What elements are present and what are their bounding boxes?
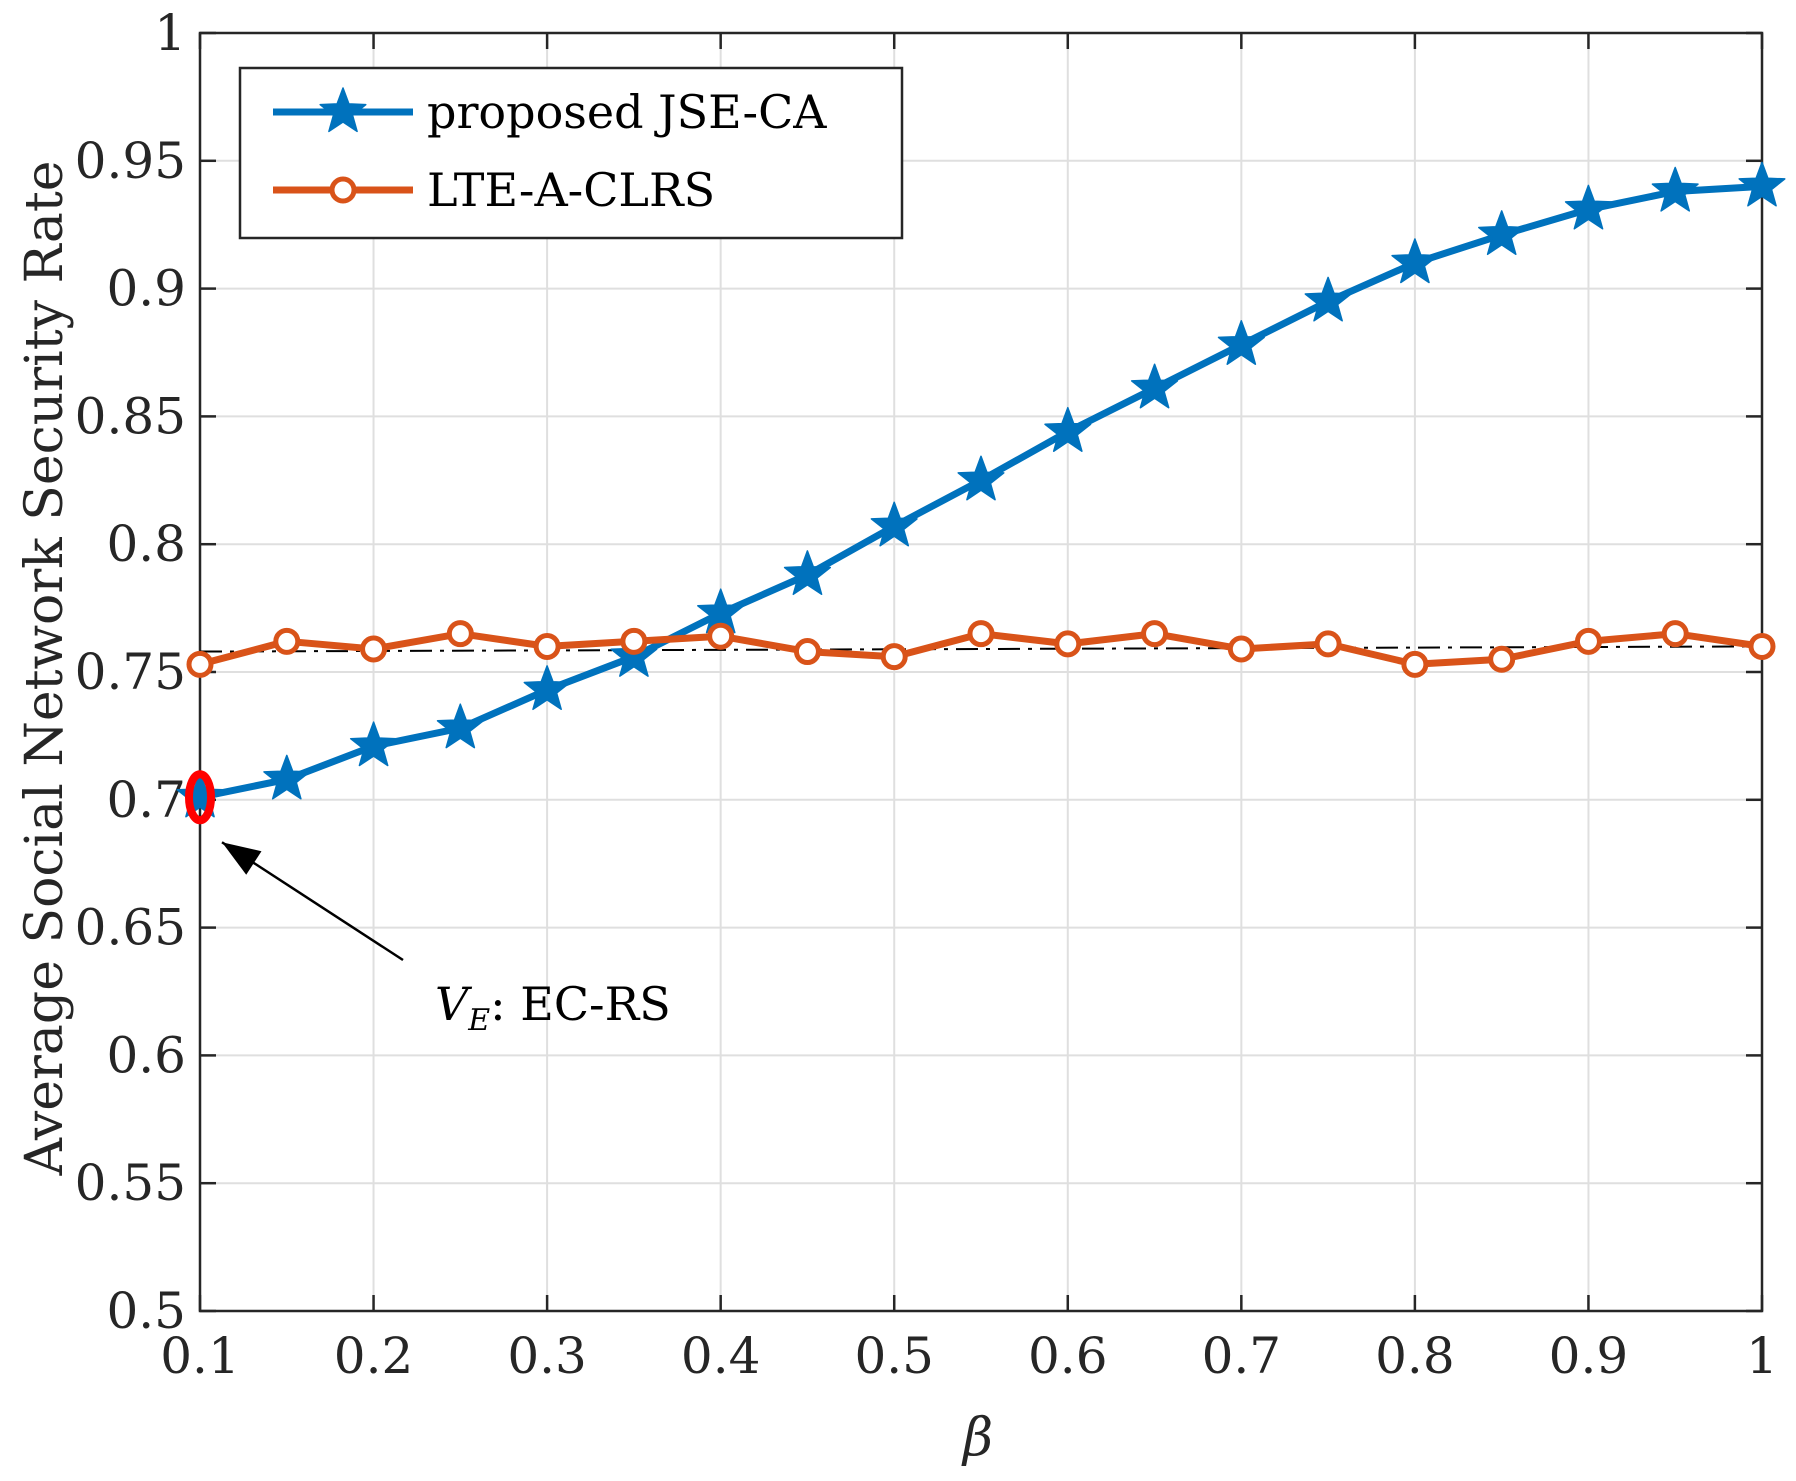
legend: proposed JSE-CA LTE-A-CLRS [238, 66, 904, 240]
legend-marker-1 [329, 176, 357, 204]
x-tick-label: 0.5 [854, 1327, 934, 1385]
x-tick-label: 0.7 [1202, 1327, 1282, 1385]
series-1-point-4 [533, 632, 561, 660]
legend-box [238, 66, 904, 240]
series-1-point-15 [1488, 645, 1516, 673]
series-1-point-1 [273, 627, 301, 655]
series-0-point-7 [783, 550, 832, 596]
series-0-point-4 [523, 665, 571, 711]
annotation-group: VE: EC-RS [185, 770, 671, 1038]
x-tick-label: 0.6 [1028, 1327, 1108, 1385]
series-1-point-14 [1401, 650, 1429, 678]
highlight-ellipse [185, 770, 215, 825]
series-1-point-16 [1574, 627, 1602, 655]
series-0-point-9 [957, 455, 1005, 501]
reference-line [199, 645, 1763, 653]
series-1-point-18 [1748, 632, 1776, 660]
y-tick-label: 0.65 [75, 899, 186, 957]
x-tick-label: 0.3 [507, 1327, 587, 1385]
x-tick-label: 0.1 [160, 1327, 240, 1385]
y-tick-label: 0.9 [106, 260, 186, 318]
series-0-point-13 [1304, 276, 1352, 322]
series-1 [186, 620, 1776, 678]
series-0-point-15 [1478, 210, 1526, 256]
x-tick-label: 1 [1746, 1327, 1778, 1385]
x-tick-label: 0.8 [1375, 1327, 1455, 1385]
y-tick-label: 0.6 [106, 1026, 186, 1084]
x-tick-label: 0.2 [334, 1327, 414, 1385]
series-0-point-10 [1044, 406, 1092, 452]
x-axis-title: β [961, 1408, 993, 1468]
y-tick-label: 0.75 [75, 643, 186, 701]
x-tick-label: 0.4 [681, 1327, 761, 1385]
y-tick-label: 0.85 [75, 387, 186, 445]
y-tick-label: 1 [154, 4, 186, 62]
legend-label-0: proposed JSE-CA [427, 85, 827, 139]
series-0-point-11 [1130, 363, 1179, 409]
legend-label-1: LTE-A-CLRS [427, 163, 715, 217]
series-0-point-18 [1738, 161, 1786, 207]
axis-titles: β Average Social Network Security Rate [15, 160, 993, 1468]
series-0-point-2 [349, 721, 398, 767]
series-1-point-5 [620, 627, 648, 655]
annotation-arrow-head [222, 842, 262, 875]
legend-marker-0 [319, 87, 367, 133]
y-tick-label: 0.7 [106, 771, 186, 829]
series-0-point-16 [1564, 184, 1613, 230]
series-0-point-12 [1217, 320, 1265, 365]
series-0-point-3 [436, 703, 484, 749]
series-0-point-17 [1651, 166, 1699, 212]
x-tick-label: 0.9 [1549, 1327, 1629, 1385]
series-1-point-6 [707, 622, 735, 650]
series-1-point-11 [1141, 620, 1169, 648]
y-axis-title: Average Social Network Security Rate [15, 160, 75, 1176]
series-1-point-10 [1054, 630, 1082, 658]
y-tick-label: 0.95 [75, 132, 186, 190]
series-1-point-9 [967, 620, 995, 648]
series-1-point-17 [1661, 620, 1689, 648]
series-1-point-7 [793, 638, 821, 666]
series-1-point-8 [880, 643, 908, 671]
series-1-point-0 [186, 650, 214, 678]
y-tick-label: 0.55 [75, 1154, 186, 1212]
y-tick-label: 0.8 [106, 515, 186, 573]
ticks: 0.1 0.2 0.3 0.4 0.5 0.6 0.7 0.8 0.9 1 0.5 0.55 0.6 0.… [75, 4, 1778, 1385]
series-0-point-14 [1391, 238, 1439, 284]
series-0-point-8 [870, 501, 918, 547]
annotation-label: VE: EC-RS [435, 977, 671, 1038]
series-0-point-1 [263, 754, 311, 800]
series-group [176, 161, 1786, 818]
series-1-point-2 [360, 635, 388, 663]
reference-line-group [199, 645, 1763, 653]
series-1-point-3 [446, 620, 474, 648]
series-1-point-13 [1314, 630, 1342, 658]
series-1-point-12 [1227, 635, 1255, 663]
series-0-point-0 [176, 772, 224, 818]
y-tick-label: 0.5 [106, 1282, 186, 1340]
